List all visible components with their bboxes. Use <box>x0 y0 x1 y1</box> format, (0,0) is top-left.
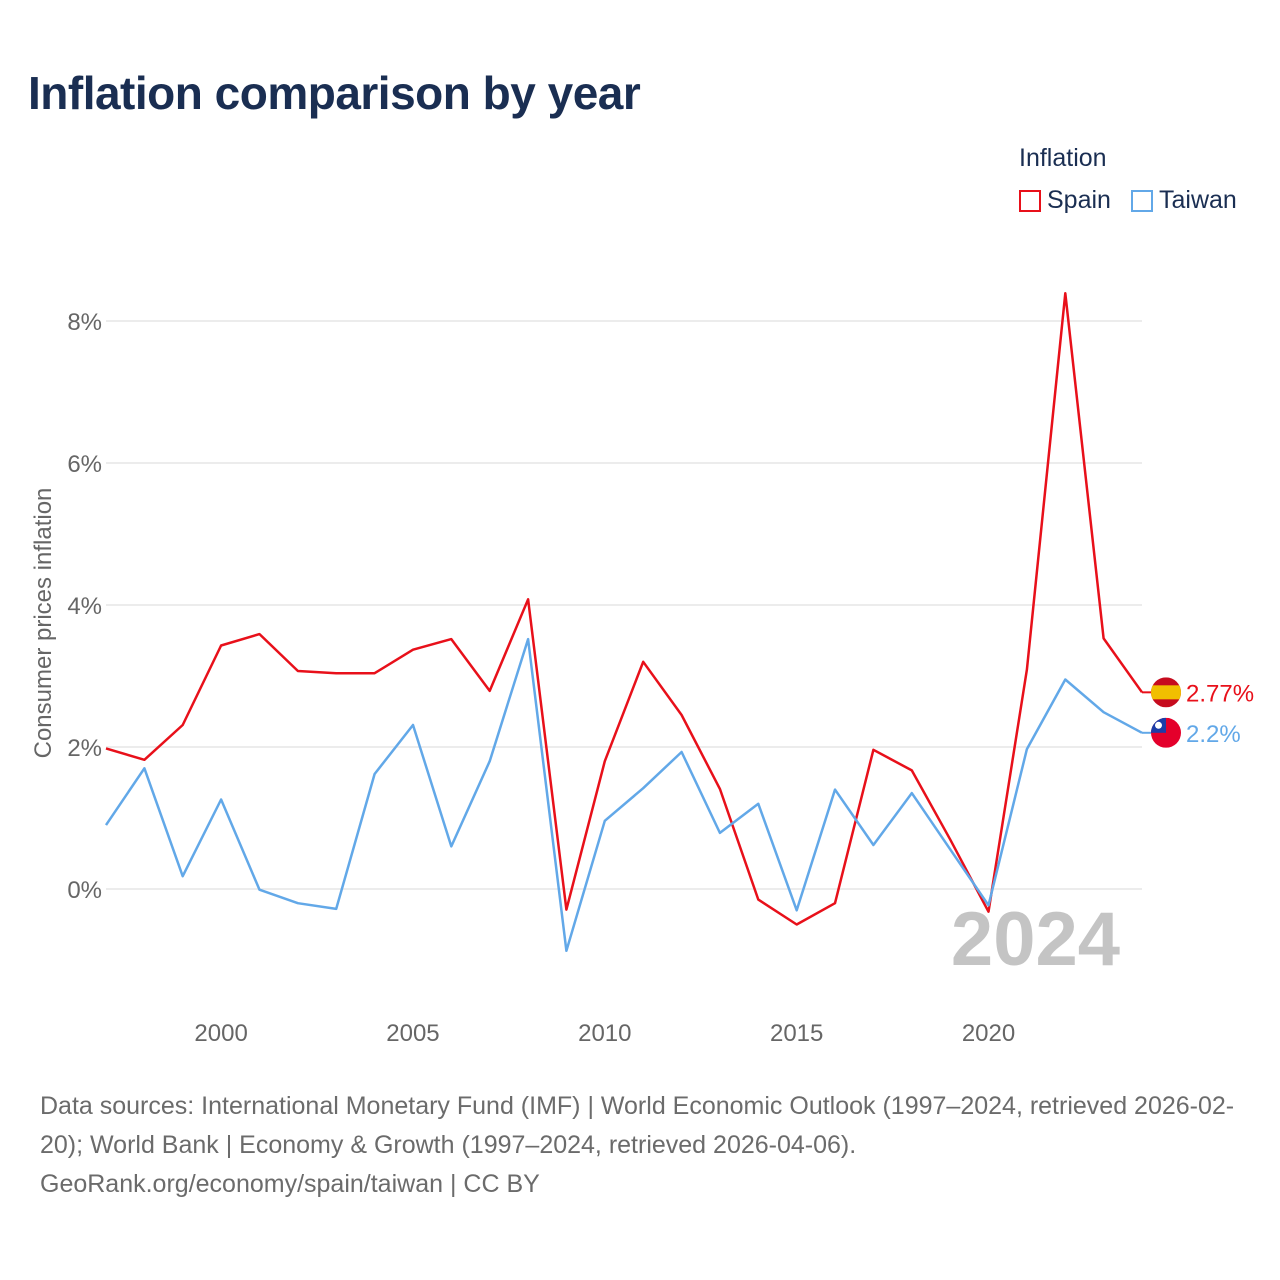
legend-label-taiwan: Taiwan <box>1159 186 1237 214</box>
end-markers: 2.77% 2.2% <box>1142 677 1254 748</box>
y-tick-label: 2% <box>67 735 102 762</box>
series-line-taiwan <box>104 637 1143 953</box>
legend-label-spain: Spain <box>1047 186 1111 214</box>
x-tick-label: 2000 <box>194 1020 247 1047</box>
y-axis-ticks: 0% 2% 4% 6% 8% <box>67 309 102 904</box>
x-tick-label: 2010 <box>578 1020 631 1047</box>
x-tick-label: 2015 <box>770 1020 823 1047</box>
x-tick-label: 2020 <box>962 1020 1015 1047</box>
y-tick-label: 6% <box>67 451 102 478</box>
chart-title: Inflation comparison by year <box>28 67 641 119</box>
y-tick-label: 4% <box>67 593 102 620</box>
footer-sources: Data sources: International Monetary Fun… <box>40 1087 1250 1204</box>
end-value-label-taiwan: 2.2% <box>1186 721 1241 748</box>
legend-swatch-spain <box>1019 189 1041 212</box>
gridlines <box>106 320 1142 890</box>
flag-spain-icon <box>1151 677 1181 708</box>
x-tick-label: 2005 <box>386 1020 439 1047</box>
end-value-label-spain: 2.77% <box>1186 680 1254 707</box>
footer-credit-link[interactable]: GeoRank.org/economy/spain/taiwan | CC BY <box>40 1170 540 1198</box>
x-axis-ticks: 2000 2005 2010 2015 2020 <box>194 1020 1015 1047</box>
series-lines <box>104 292 1144 953</box>
y-tick-label: 8% <box>67 309 102 336</box>
year-watermark: 2024 <box>951 897 1120 982</box>
y-tick-label: 0% <box>67 877 102 904</box>
flag-taiwan-icon <box>1151 717 1181 748</box>
legend-item-spain[interactable]: Spain <box>1019 186 1111 215</box>
legend-swatch-taiwan <box>1131 189 1153 212</box>
y-axis-label: Consumer prices inflation <box>30 488 57 759</box>
series-line-spain <box>105 292 1144 926</box>
legend-item-taiwan[interactable]: Taiwan <box>1131 186 1237 215</box>
legend-title: Inflation <box>1019 144 1107 172</box>
footer-data-sources: Data sources: International Monetary Fun… <box>40 1092 1235 1159</box>
